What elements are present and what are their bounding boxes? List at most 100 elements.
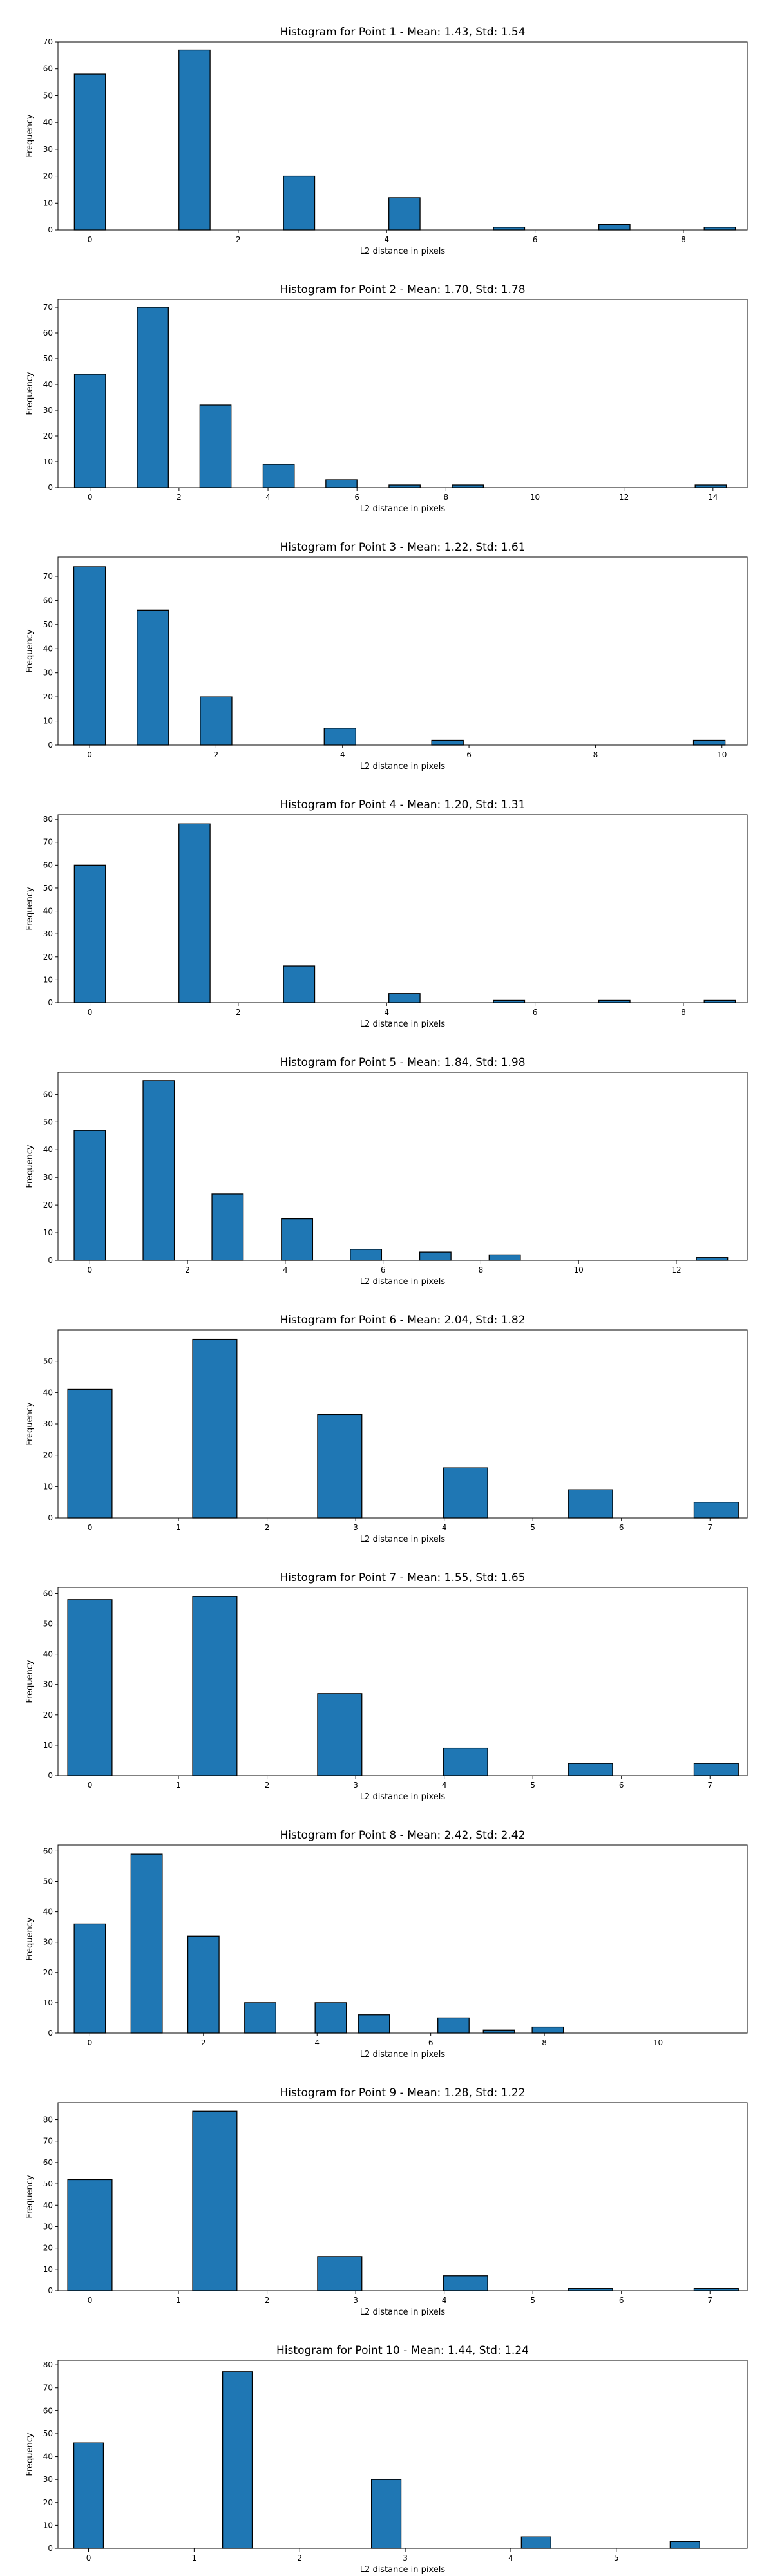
y-tick-label: 20	[43, 1451, 53, 1460]
histogram-bar	[325, 479, 358, 488]
x-axis-label: L2 distance in pixels	[360, 1019, 446, 1029]
chart-title: Histogram for Point 9 - Mean: 1.28, Std:…	[280, 2087, 525, 2099]
x-tick-label: 0	[88, 1265, 93, 1274]
y-tick-label: 80	[43, 2360, 53, 2369]
histogram-bar	[693, 1502, 739, 1519]
histogram-bar	[493, 999, 526, 1003]
x-tick-label: 5	[530, 2296, 535, 2305]
x-tick-label: 0	[88, 1008, 93, 1017]
x-tick-label: 6	[354, 493, 359, 502]
histogram-bar	[67, 2179, 113, 2291]
y-tick-label: 10	[43, 975, 53, 984]
plot-frame	[57, 1329, 748, 1519]
y-tick-label: 20	[43, 2498, 53, 2507]
y-tick-label: 40	[43, 1388, 53, 1397]
x-tick-label: 7	[707, 1523, 712, 1532]
plot-frame	[57, 814, 748, 1003]
x-tick-label: 1	[176, 1523, 181, 1532]
histogram-bar	[669, 2541, 700, 2549]
y-tick-label: 0	[48, 2544, 53, 2553]
y-tick-label: 40	[43, 1908, 53, 1917]
y-tick-label: 10	[43, 457, 53, 466]
y-tick-label: 30	[43, 1419, 53, 1428]
chart-title: Histogram for Point 1 - Mean: 1.43, Std:…	[280, 26, 525, 39]
histogram-point-10: Histogram for Point 10 - Mean: 1.44, Std…	[25, 2344, 748, 2575]
histogram-bar	[317, 2256, 363, 2291]
histogram-point-2: Histogram for Point 2 - Mean: 1.70, Std:…	[25, 283, 748, 514]
y-tick-label: 80	[43, 815, 53, 824]
y-tick-label: 50	[43, 1117, 53, 1126]
histogram-bar	[192, 1596, 238, 1776]
x-tick-label: 10	[653, 2038, 663, 2047]
histogram-bar	[244, 2002, 276, 2034]
histogram-bar	[431, 739, 464, 746]
histogram-bar	[488, 1254, 521, 1261]
histogram-bar	[67, 1388, 113, 1519]
y-tick-label: 50	[43, 1357, 53, 1366]
y-tick-label: 60	[43, 328, 53, 337]
histogram-bar	[443, 1467, 488, 1519]
x-tick-label: 4	[508, 2553, 513, 2562]
histogram-point-1: Histogram for Point 1 - Mean: 1.43, Std:…	[25, 26, 748, 256]
plot-frame	[57, 1072, 748, 1261]
plot-frame	[57, 556, 748, 746]
x-tick-label: 2	[214, 750, 219, 759]
x-tick-label: 0	[88, 1781, 93, 1790]
histogram-bar	[419, 1251, 452, 1261]
x-tick-label: 4	[265, 493, 271, 502]
y-tick-label: 20	[43, 172, 53, 181]
y-tick-label: 70	[43, 2137, 53, 2146]
histogram-bar	[178, 49, 211, 231]
y-tick-label: 60	[43, 1589, 53, 1598]
y-tick-label: 0	[48, 2029, 53, 2038]
y-tick-label: 30	[43, 2222, 53, 2231]
x-tick-label: 12	[619, 493, 629, 502]
histogram-point-8: Histogram for Point 8 - Mean: 2.42, Std:…	[25, 1829, 748, 2060]
y-tick-label: 30	[43, 668, 53, 677]
y-tick-label: 10	[43, 1998, 53, 2007]
histogram-bar	[437, 2017, 470, 2034]
x-axis-label: L2 distance in pixels	[360, 762, 446, 772]
x-axis-label: L2 distance in pixels	[360, 2050, 446, 2060]
y-tick-label: 10	[43, 2265, 53, 2274]
histogram-bar	[281, 1218, 314, 1261]
y-axis-label: Frequency	[25, 1917, 35, 1960]
x-axis-label: L2 distance in pixels	[360, 2565, 446, 2575]
x-tick-label: 8	[593, 750, 598, 759]
y-tick-label: 40	[43, 2201, 53, 2210]
histogram-bar	[283, 175, 316, 231]
plot-frame	[57, 299, 748, 488]
x-tick-label: 8	[681, 235, 686, 244]
y-tick-label: 30	[43, 1938, 53, 1947]
y-tick-label: 20	[43, 1710, 53, 1719]
x-tick-label: 10	[717, 750, 727, 759]
histogram-bar	[696, 1257, 729, 1261]
histogram-bar	[598, 999, 631, 1003]
histogram-bar	[703, 227, 736, 231]
histogram-bar	[137, 307, 169, 488]
y-axis-label: Frequency	[25, 2175, 35, 2218]
y-tick-label: 0	[48, 1256, 53, 1265]
histogram-bar	[283, 965, 316, 1003]
y-tick-label: 70	[43, 2383, 53, 2392]
y-tick-label: 50	[43, 1620, 53, 1629]
histogram-bar	[482, 2029, 515, 2034]
x-tick-label: 5	[530, 1781, 535, 1790]
y-tick-label: 40	[43, 907, 53, 916]
histogram-point-7: Histogram for Point 7 - Mean: 1.55, Std:…	[25, 1571, 748, 1802]
histogram-bar	[73, 2442, 104, 2549]
x-tick-label: 12	[671, 1265, 681, 1274]
y-tick-label: 30	[43, 929, 53, 938]
x-tick-label: 2	[265, 1781, 270, 1790]
x-tick-label: 10	[574, 1265, 584, 1274]
histogram-bar	[142, 1080, 175, 1261]
y-tick-label: 20	[43, 2244, 53, 2253]
x-tick-label: 7	[707, 2296, 712, 2305]
y-tick-label: 30	[43, 406, 53, 415]
y-tick-label: 50	[43, 620, 53, 629]
x-tick-label: 2	[201, 2038, 206, 2047]
x-tick-label: 3	[353, 2296, 358, 2305]
x-tick-label: 2	[236, 235, 241, 244]
histogram-bar	[317, 1693, 363, 1776]
